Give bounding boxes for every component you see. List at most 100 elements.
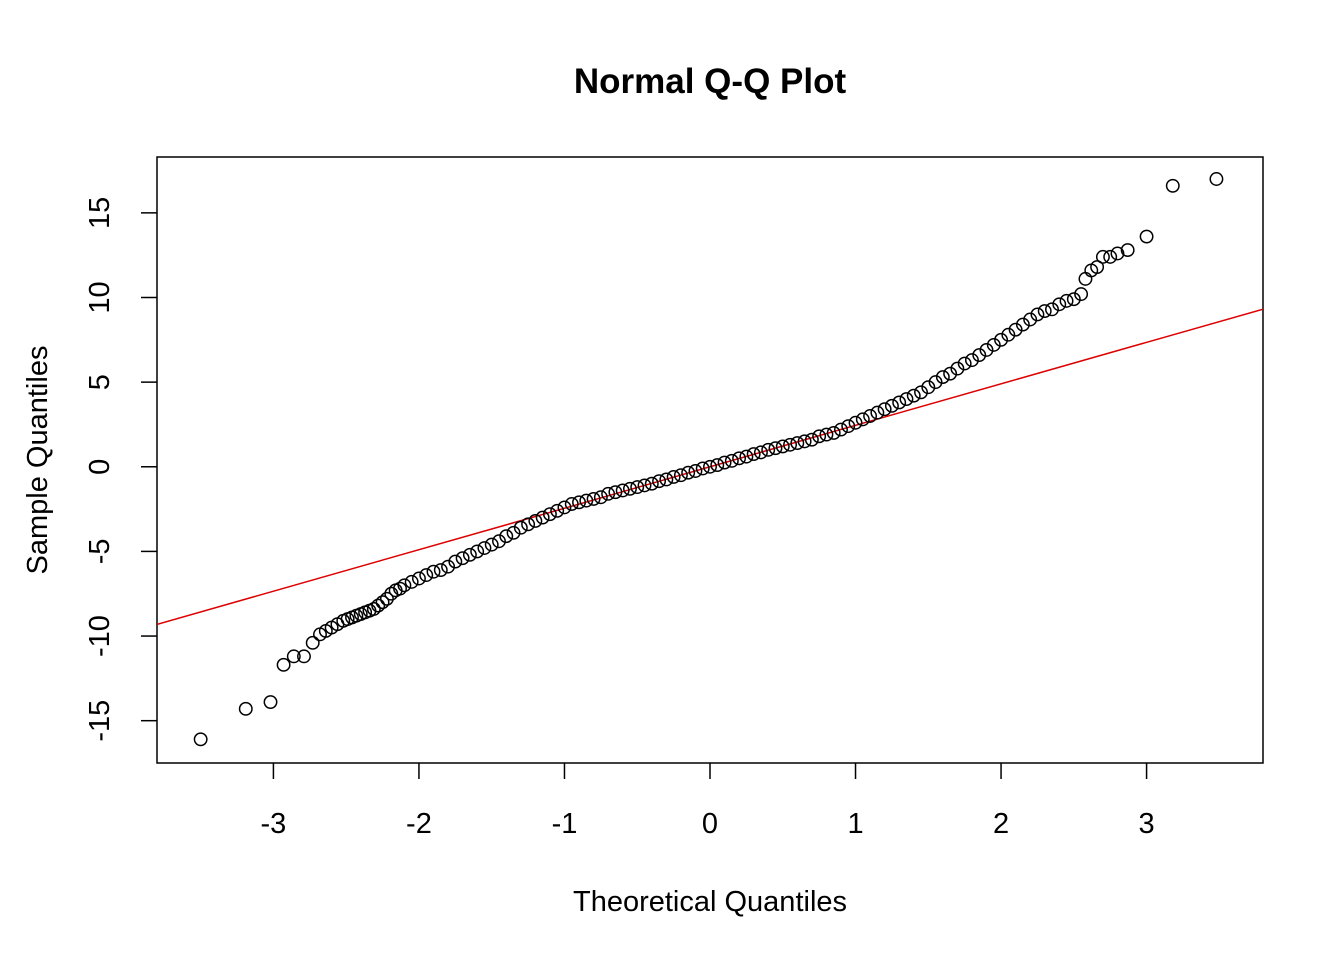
data-point: [433, 563, 448, 577]
data-point: [305, 635, 320, 650]
data-point: [528, 513, 543, 528]
data-point: [1015, 317, 1030, 332]
data-point: [371, 598, 386, 613]
y-tick-label: -5: [84, 539, 116, 565]
data-point: [286, 649, 301, 664]
data-point: [1037, 304, 1052, 318]
data-point: [393, 581, 407, 596]
data-point: [193, 732, 208, 747]
data-point: [761, 442, 776, 457]
data-point: [557, 500, 572, 515]
data-point: [921, 380, 936, 395]
x-tick-label: -1: [552, 808, 578, 840]
data-point: [688, 464, 703, 478]
data-point: [426, 564, 441, 579]
data-point: [703, 459, 717, 474]
x-tick-label: 2: [993, 808, 1009, 840]
data-point: [375, 595, 390, 610]
data-point: [484, 537, 499, 552]
data-point: [986, 337, 1001, 352]
data-point: [826, 425, 841, 440]
data-point: [506, 525, 521, 540]
data-point: [1052, 297, 1067, 312]
data-point: [739, 449, 754, 464]
data-point: [753, 445, 768, 460]
data-point: [906, 388, 921, 403]
data-point: [550, 503, 565, 518]
data-point: [797, 434, 812, 449]
data-point: [462, 547, 477, 562]
data-point: [950, 361, 965, 376]
data-point: [637, 478, 652, 493]
data-point: [1008, 322, 1023, 337]
data-point: [608, 485, 623, 500]
x-tick-label: -3: [261, 808, 287, 840]
data-point: [768, 441, 783, 456]
data-point: [841, 419, 856, 434]
data-point: [630, 480, 645, 495]
data-point: [238, 701, 253, 716]
data-point: [441, 559, 456, 574]
data-point: [1139, 229, 1154, 244]
data-point: [972, 348, 987, 363]
data-point: [892, 395, 907, 410]
data-point: [623, 481, 637, 496]
data-point: [855, 412, 870, 427]
data-point: [994, 332, 1009, 347]
data-point: [1001, 327, 1016, 342]
data-point: [579, 493, 594, 508]
data-point: [979, 343, 994, 357]
data-point: [652, 474, 667, 489]
data-point: [593, 490, 608, 505]
data-point: [783, 437, 797, 452]
data-point: [397, 578, 412, 593]
data-point: [834, 422, 848, 437]
data-point: [1209, 172, 1224, 186]
x-tick-label: 3: [1139, 808, 1155, 840]
data-point: [1059, 293, 1074, 308]
data-point: [477, 541, 492, 555]
data-point: [455, 551, 470, 566]
data-point: [899, 392, 914, 407]
data-point: [499, 529, 514, 544]
data-point: [542, 507, 557, 522]
data-point: [790, 436, 805, 451]
data-point: [411, 571, 426, 586]
data-point: [673, 468, 688, 483]
data-point: [812, 429, 827, 444]
data-point: [1110, 246, 1125, 261]
data-point: [601, 486, 616, 501]
data-point: [870, 405, 885, 420]
data-point: [681, 465, 696, 480]
data-point: [935, 370, 950, 385]
data-point: [724, 453, 739, 468]
data-point: [1103, 249, 1118, 264]
data-point: [666, 469, 681, 484]
data-point: [470, 544, 485, 559]
data-point: [732, 451, 747, 466]
data-point: [1165, 178, 1180, 193]
data-point: [276, 657, 291, 672]
data-point: [492, 534, 506, 549]
data-point: [366, 602, 381, 616]
data-point: [513, 520, 528, 535]
data-point: [297, 649, 311, 664]
data-point: [615, 483, 630, 498]
y-axis-label: Sample Quantiles: [22, 346, 54, 575]
data-point: [1090, 260, 1105, 274]
data-point: [877, 402, 892, 417]
data-point: [1030, 307, 1045, 322]
data-point: [572, 495, 586, 510]
x-tick-label: 1: [847, 808, 863, 840]
data-point: [928, 375, 943, 390]
data-point: [1066, 292, 1081, 307]
data-point: [884, 398, 899, 413]
data-point: [1095, 249, 1110, 264]
y-tick-label: 15: [84, 197, 116, 229]
data-point: [819, 427, 834, 442]
y-tick-label: -10: [84, 615, 116, 657]
data-point: [695, 461, 710, 476]
chart-title: Normal Q-Q Plot: [574, 62, 847, 101]
x-axis: -3 -2 -1 0 1 2 3: [261, 763, 1155, 840]
